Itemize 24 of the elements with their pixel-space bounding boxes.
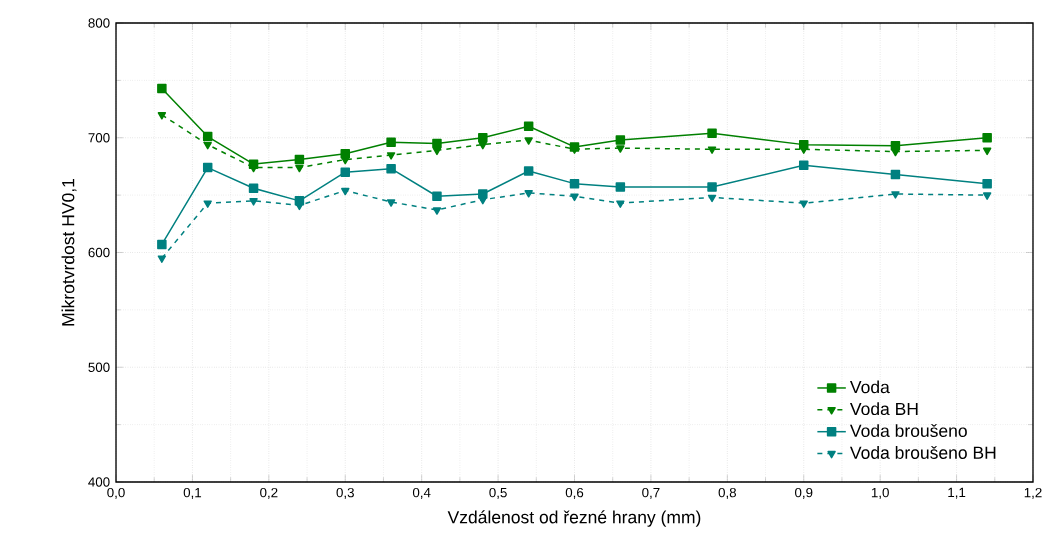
x-tick-label: 0,9 (795, 487, 813, 499)
legend-label: Voda broušeno BH (849, 445, 996, 459)
x-tick-label: 1,1 (948, 487, 966, 499)
x-tick-label: 0,6 (565, 487, 584, 499)
legend-label: Voda BH (849, 402, 918, 416)
y-tick-label: 400 (88, 477, 110, 487)
y-axis-title: Mikrotvrdost HV0,1 (61, 178, 77, 326)
x-tick-label: 0,4 (412, 487, 431, 499)
y-tick-label: 600 (88, 247, 110, 258)
legend-label: Voda (849, 380, 890, 394)
legend-label: Voda broušeno (849, 424, 967, 437)
y-tick-label: 700 (88, 133, 110, 143)
x-tick-label: 0,5 (489, 487, 507, 499)
x-axis-title: Vzdálenost od řezné hrany (mm) (447, 510, 701, 527)
y-tick-label: 500 (88, 362, 110, 372)
x-tick-label: 0,1 (183, 487, 202, 499)
y-tick-label: 800 (88, 18, 110, 28)
x-tick-label: 1,2 (1024, 487, 1042, 499)
x-tick-label: 1,0 (871, 487, 889, 499)
x-tick-label: 0,2 (260, 487, 278, 499)
x-tick-label: 0,7 (642, 487, 660, 499)
x-tick-label: 0,3 (336, 487, 354, 499)
x-tick-label: 0,0 (107, 487, 125, 499)
x-tick-label: 0,8 (718, 487, 737, 499)
